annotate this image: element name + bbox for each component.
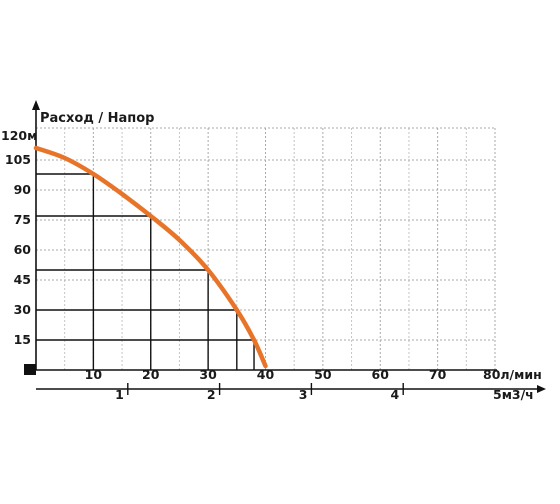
y-tick-label: 90 [14,182,32,197]
x-tick-label: 40 [257,367,275,382]
reference-lines [36,173,255,370]
y-tick-label: 45 [14,272,31,287]
x2-axis-end-label: 5м3/ч [493,387,534,402]
axes [24,100,546,395]
chart-title: Расход / Напор [40,111,155,126]
y-tick-label: 105 [5,152,31,167]
performance-curve [33,145,268,369]
origin-marker [24,364,36,375]
x-axis-end-label: 80л/мин [483,367,542,382]
x2-axis-arrow [537,385,546,393]
y-axis-arrow [32,100,40,110]
grid [36,127,496,370]
labels: Расход / Напор 120м 80л/мин 5м3/ч 153045… [1,111,542,402]
x2-tick-label: 4 [390,387,399,402]
x2-tick-label: 3 [299,387,308,402]
y-tick-label: 30 [14,302,32,317]
x-tick-label: 10 [85,367,103,382]
y-tick-label: 60 [14,242,32,257]
x-tick-label: 60 [372,367,390,382]
x-tick-label: 20 [142,367,160,382]
x-tick-label: 70 [429,367,447,382]
y-axis-top-label: 120м [1,128,37,143]
x-tick-label: 50 [314,367,332,382]
x2-tick-label: 1 [115,387,124,402]
x2-tick-label: 2 [207,387,216,402]
y-tick-label: 75 [14,212,31,227]
curve [33,145,268,369]
y-tick-label: 15 [14,332,31,347]
x-tick-label: 30 [199,367,217,382]
